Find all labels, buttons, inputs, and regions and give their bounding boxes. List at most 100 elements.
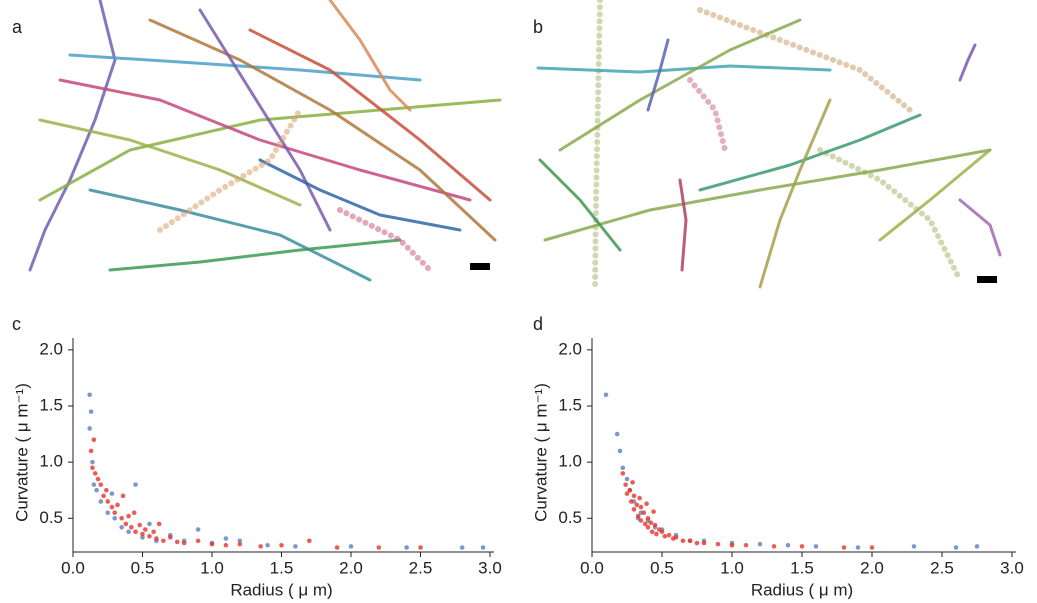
y-tick-label: 0.5 [39,508,63,527]
point [638,518,644,523]
point [628,499,634,504]
fiber [108,238,402,272]
fiber [536,64,832,74]
point [104,487,109,493]
point [701,540,707,546]
point [799,544,805,549]
x-axis-label: Radius ( μ m) [230,580,332,599]
point [223,542,229,548]
point [645,516,651,521]
point [652,522,658,528]
fiber [198,8,332,232]
fiber [878,148,992,242]
point [649,529,655,535]
point [87,426,92,431]
point [635,513,641,519]
point [757,541,763,547]
fiber [646,38,670,112]
point [98,482,104,487]
point [95,476,101,482]
x-tick-label: 3.0 [1000,558,1024,577]
point [142,527,148,532]
point [666,532,672,538]
point [133,529,138,535]
fiber [38,98,502,202]
image-b [530,0,1015,290]
point [659,529,665,535]
point [91,437,97,442]
point [115,502,120,508]
fiber-chain [337,207,433,273]
point [181,540,187,546]
point [418,545,423,550]
point [307,538,312,544]
point [620,465,626,471]
point [642,521,648,527]
y-tick-label: 0.5 [558,508,582,527]
fiber [543,148,992,242]
fiber-chain [697,7,913,113]
fiber-chain [817,147,963,283]
y-tick-label: 1.0 [39,452,63,471]
fiber [68,53,422,82]
point [293,544,298,549]
panel-label: d [533,314,543,334]
point [785,542,791,548]
point [98,499,104,504]
point [687,538,693,544]
point [638,504,644,510]
x-tick-label: 0.0 [61,558,85,577]
point [87,392,92,398]
fiber [148,18,497,242]
fiber-chain [687,77,728,153]
x-tick-label: 1.0 [200,558,224,577]
point [974,544,980,549]
point [94,487,99,493]
point [119,516,124,521]
point [90,465,95,471]
x-tick-label: 1.5 [790,558,814,577]
point [161,538,166,544]
point [105,499,111,504]
x-tick-label: 1.5 [270,558,294,577]
y-tick-label: 2.0 [558,339,582,358]
point [88,409,94,414]
image-a [22,0,505,287]
point [223,536,229,541]
point [624,476,630,482]
y-tick-label: 2.0 [39,339,63,358]
point [376,545,382,550]
point [195,538,201,544]
point [855,545,861,550]
point [404,545,409,550]
x-tick-label: 0.5 [131,558,155,577]
point [348,544,354,549]
point [265,542,270,548]
y-axis-label: Curvature ( μ m⁻¹) [12,383,31,522]
point [334,545,340,550]
point [911,544,917,549]
point [869,545,875,550]
fiber [758,98,832,289]
point [715,541,721,547]
x-tick-label: 3.0 [478,558,502,577]
point [729,542,735,548]
point [614,431,620,437]
point [109,491,115,496]
point [627,487,633,493]
image-bg [22,0,505,287]
point [630,480,635,485]
point [209,541,215,547]
x-tick-label: 2.5 [930,558,954,577]
fiber [88,188,372,282]
x-tick-label: 2.5 [409,558,433,577]
y-axis-label: Curvature ( μ m⁻¹) [531,383,550,522]
point [648,520,654,526]
point [694,540,700,546]
point [131,510,137,515]
point [105,510,111,515]
point [91,482,97,487]
point [109,504,115,510]
fiber [38,118,302,207]
point [645,524,651,530]
